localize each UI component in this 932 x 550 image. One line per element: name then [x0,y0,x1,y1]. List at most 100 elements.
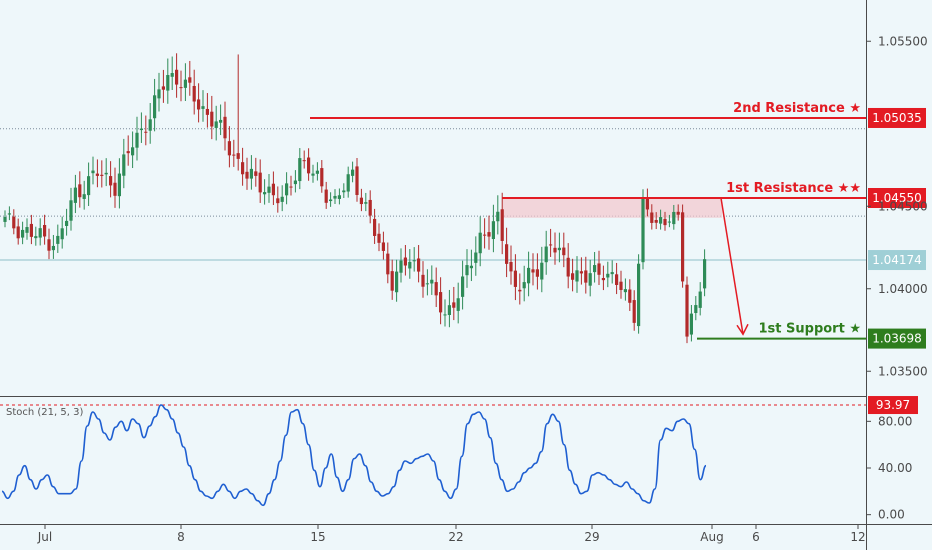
candle-body[interactable] [562,247,566,256]
candle-body[interactable] [601,278,605,281]
candle-body[interactable] [56,235,60,244]
candle-body[interactable] [346,174,350,192]
candle-body[interactable] [131,147,135,156]
candle-body[interactable] [51,245,55,251]
candle-body[interactable] [47,239,51,251]
stoch-indicator-label[interactable]: Stoch (21, 5, 3) [6,407,83,418]
candle-body[interactable] [412,260,416,262]
candle-body[interactable] [364,202,368,204]
candle-body[interactable] [637,263,641,327]
candle-body[interactable] [399,260,403,273]
candle-body[interactable] [628,289,632,303]
candle-body[interactable] [91,170,95,174]
candle-body[interactable] [500,209,504,241]
candle-body[interactable] [575,270,579,282]
candle-body[interactable] [254,171,258,176]
candle-body[interactable] [293,180,297,185]
candle-body[interactable] [95,173,99,176]
candle-body[interactable] [175,69,179,85]
candle-body[interactable] [439,292,443,313]
candle-body[interactable] [588,273,592,286]
candle-body[interactable] [619,281,623,290]
candle-body[interactable] [566,257,570,277]
candle-body[interactable] [337,195,341,199]
candle-body[interactable] [522,282,526,289]
candle-body[interactable] [65,220,69,226]
candle-body[interactable] [645,197,649,210]
candle-body[interactable] [483,234,487,236]
candle-body[interactable] [430,279,434,284]
candle-body[interactable] [285,183,289,196]
candle-body[interactable] [676,211,680,215]
candle-body[interactable] [509,262,513,272]
stochastic-pane[interactable] [0,404,866,507]
candle-body[interactable] [135,132,139,148]
candle-body[interactable] [342,190,346,193]
candle-body[interactable] [408,261,412,269]
candle-body[interactable] [549,244,553,246]
candle-body[interactable] [307,157,311,174]
candle-body[interactable] [465,265,469,276]
candle-body[interactable] [315,170,319,174]
candle-body[interactable] [513,270,517,287]
candle-body[interactable] [672,211,676,225]
candle-body[interactable] [403,257,407,266]
candle-body[interactable] [241,162,245,175]
candle-body[interactable] [663,218,667,226]
candle-body[interactable] [681,212,685,282]
candle-body[interactable] [100,174,104,176]
candle-body[interactable] [377,233,381,243]
candle-body[interactable] [694,305,698,314]
candle-body[interactable] [267,186,271,193]
candle-body[interactable] [82,194,86,199]
candle-body[interactable] [166,75,170,91]
candle-body[interactable] [452,302,456,308]
candle-body[interactable] [192,85,196,102]
candle-body[interactable] [122,154,126,176]
candle-body[interactable] [60,228,64,240]
candle-body[interactable] [3,216,7,222]
candle-body[interactable] [478,232,482,254]
candle-body[interactable] [7,213,11,215]
candle-body[interactable] [447,305,451,316]
candle-body[interactable] [359,197,363,205]
candle-body[interactable] [249,168,253,179]
candle-body[interactable] [298,158,302,182]
candle-body[interactable] [593,265,597,273]
candle-body[interactable] [214,121,218,128]
candle-body[interactable] [280,196,284,202]
candle-body[interactable] [113,182,117,196]
candle-body[interactable] [126,151,130,154]
candle-body[interactable] [518,289,522,292]
candle-body[interactable] [615,274,619,285]
candle-body[interactable] [610,272,614,275]
candle-body[interactable] [117,173,121,197]
candle-body[interactable] [390,271,394,291]
candle-body[interactable] [491,221,495,240]
candle-body[interactable] [148,119,152,131]
candle-body[interactable] [21,229,25,238]
candle-body[interactable] [461,276,465,297]
candle-body[interactable] [73,187,77,203]
candle-body[interactable] [368,199,372,216]
candle-body[interactable] [87,176,91,196]
candle-body[interactable] [320,168,324,187]
candle-body[interactable] [329,199,333,202]
candle-body[interactable] [540,262,544,280]
candle-body[interactable] [650,212,654,223]
candle-body[interactable] [355,166,359,195]
candle-body[interactable] [386,253,390,275]
candle-body[interactable] [78,184,82,198]
candle-body[interactable] [632,300,636,323]
candle-body[interactable] [557,247,561,251]
candle-body[interactable] [197,99,201,110]
candle-body[interactable] [104,172,108,175]
candle-body[interactable] [245,171,249,179]
candle-body[interactable] [641,198,645,263]
candle-body[interactable] [16,226,20,239]
candle-body[interactable] [201,106,205,109]
candle-body[interactable] [219,119,223,123]
candle-body[interactable] [544,246,548,263]
candle-body[interactable] [29,223,33,237]
candle-body[interactable] [584,270,588,283]
